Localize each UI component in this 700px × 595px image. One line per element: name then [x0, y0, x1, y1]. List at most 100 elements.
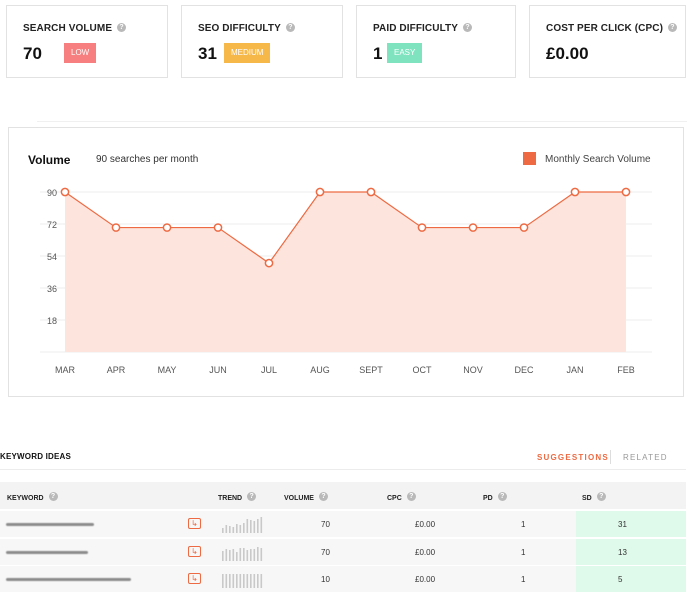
- open-keyword-icon[interactable]: ↳: [188, 518, 201, 529]
- data-point: [366, 187, 376, 197]
- trend-bar: [232, 574, 235, 588]
- y-tick-label: 18: [47, 316, 57, 326]
- sd-cell: 5: [576, 566, 686, 592]
- x-tick-label: MAY: [158, 365, 177, 375]
- help-icon[interactable]: ?: [247, 492, 257, 501]
- trend-bar: [257, 547, 259, 561]
- open-keyword-icon[interactable]: ↳: [188, 546, 201, 557]
- metric-title: COST PER CLICK (CPC)?: [546, 23, 677, 34]
- open-keyword-icon[interactable]: ↳: [188, 573, 201, 584]
- help-icon[interactable]: ?: [318, 492, 328, 501]
- trend-bar: [225, 574, 228, 588]
- help-icon[interactable]: ?: [117, 23, 127, 32]
- x-tick-label: FEB: [617, 365, 635, 375]
- metric-value: 31: [198, 44, 217, 63]
- table-header: KEYWORD? TREND? VOLUME? CPC? PD? SD?: [0, 482, 686, 509]
- cpc-cell: £0.00: [415, 575, 436, 584]
- column-header-keyword[interactable]: KEYWORD?: [7, 492, 58, 502]
- cpc-cell: £0.00: [415, 548, 436, 557]
- metric-title: SEO DIFFICULTY?: [198, 23, 295, 34]
- column-header-sd[interactable]: SD?: [582, 492, 606, 502]
- trend-bar: [253, 549, 256, 561]
- difficulty-badge: EASY: [387, 43, 423, 63]
- metric-value: £0.00: [546, 44, 589, 63]
- keyword-text-redacted[interactable]: [6, 578, 131, 581]
- pd-cell: 1: [521, 575, 526, 584]
- trend-bar: [250, 549, 252, 561]
- cpc-cell: £0.00: [415, 520, 436, 529]
- table-row[interactable]: ↳ 70 £0.00 1 31: [0, 511, 686, 538]
- help-icon[interactable]: ?: [668, 23, 677, 32]
- data-point: [162, 223, 172, 232]
- x-tick-label: AUG: [310, 365, 330, 375]
- column-header-volume[interactable]: VOLUME?: [284, 492, 328, 502]
- trend-bar: [250, 520, 252, 533]
- trend-bar: [225, 525, 228, 533]
- x-tick-label: MAR: [55, 365, 76, 375]
- trend-bar: [243, 548, 245, 561]
- column-header-pd[interactable]: PD?: [483, 492, 507, 502]
- tab-related[interactable]: RELATED: [623, 453, 668, 462]
- data-point: [111, 223, 121, 232]
- divider: [0, 469, 686, 470]
- trend-bar: [246, 519, 249, 533]
- trend-bar: [222, 574, 224, 588]
- pd-cell: 1: [521, 548, 526, 557]
- trend-bar: [229, 550, 231, 561]
- trend-bar: [222, 528, 224, 533]
- series-line: [64, 191, 626, 264]
- trend-bar: [246, 574, 249, 588]
- y-tick-label: 54: [47, 252, 57, 262]
- y-tick-label: 36: [47, 284, 57, 294]
- x-tick-label: DEC: [514, 365, 534, 375]
- data-point: [570, 187, 580, 197]
- metric-card-paid-difficulty: PAID DIFFICULTY? 1 EASY: [356, 5, 516, 78]
- x-tick-label: SEPT: [359, 365, 383, 375]
- trend-bar: [257, 574, 259, 588]
- help-icon[interactable]: ?: [463, 23, 473, 32]
- x-tick-label: APR: [107, 365, 126, 375]
- trend-bar: [253, 521, 256, 533]
- help-icon[interactable]: ?: [285, 23, 295, 32]
- help-icon[interactable]: ?: [48, 492, 58, 501]
- metric-value: 1: [373, 44, 383, 63]
- trend-bar: [243, 523, 245, 533]
- trend-sparkline: [222, 547, 263, 561]
- legend-label: Monthly Search Volume: [545, 154, 651, 165]
- trend-sparkline: [222, 517, 263, 533]
- data-point: [468, 223, 478, 232]
- help-icon[interactable]: ?: [497, 492, 507, 501]
- volume-chart-panel: [8, 127, 684, 397]
- sd-cell: 13: [576, 539, 686, 565]
- keyword-text-redacted[interactable]: [6, 523, 94, 526]
- metric-card-cpc: COST PER CLICK (CPC)? £0.00: [529, 5, 686, 78]
- volume-cell: 10: [321, 575, 330, 584]
- trend-bar: [257, 519, 259, 533]
- metric-card-search-volume: SEARCH VOLUME? 70 LOW: [6, 5, 168, 78]
- pd-cell: 1: [521, 520, 526, 529]
- legend-swatch: [523, 152, 536, 165]
- divider: [37, 121, 687, 122]
- trend-bar: [253, 574, 256, 588]
- metric-value: 70: [23, 44, 42, 63]
- trend-bar: [250, 574, 252, 588]
- x-tick-label: NOV: [463, 365, 483, 375]
- help-icon[interactable]: ?: [406, 492, 416, 501]
- chart-title: Volume: [28, 153, 71, 167]
- help-icon[interactable]: ?: [596, 492, 606, 501]
- table-row[interactable]: ↳ 70 £0.00 1 13: [0, 539, 686, 566]
- difficulty-badge: LOW: [64, 43, 97, 63]
- table-row[interactable]: ↳ 10 £0.00 1 5: [0, 566, 686, 593]
- trend-bar: [236, 574, 238, 588]
- data-point: [621, 187, 631, 197]
- y-tick-label: 72: [47, 220, 57, 230]
- tab-suggestions[interactable]: SUGGESTIONS: [537, 453, 609, 462]
- x-tick-label: JAN: [566, 365, 583, 375]
- column-header-trend[interactable]: TREND?: [218, 492, 257, 502]
- trend-sparkline: [222, 574, 263, 588]
- keyword-text-redacted[interactable]: [6, 551, 88, 554]
- x-tick-label: OCT: [413, 365, 433, 375]
- column-header-cpc[interactable]: CPC?: [387, 492, 416, 502]
- sd-cell: 31: [576, 511, 686, 537]
